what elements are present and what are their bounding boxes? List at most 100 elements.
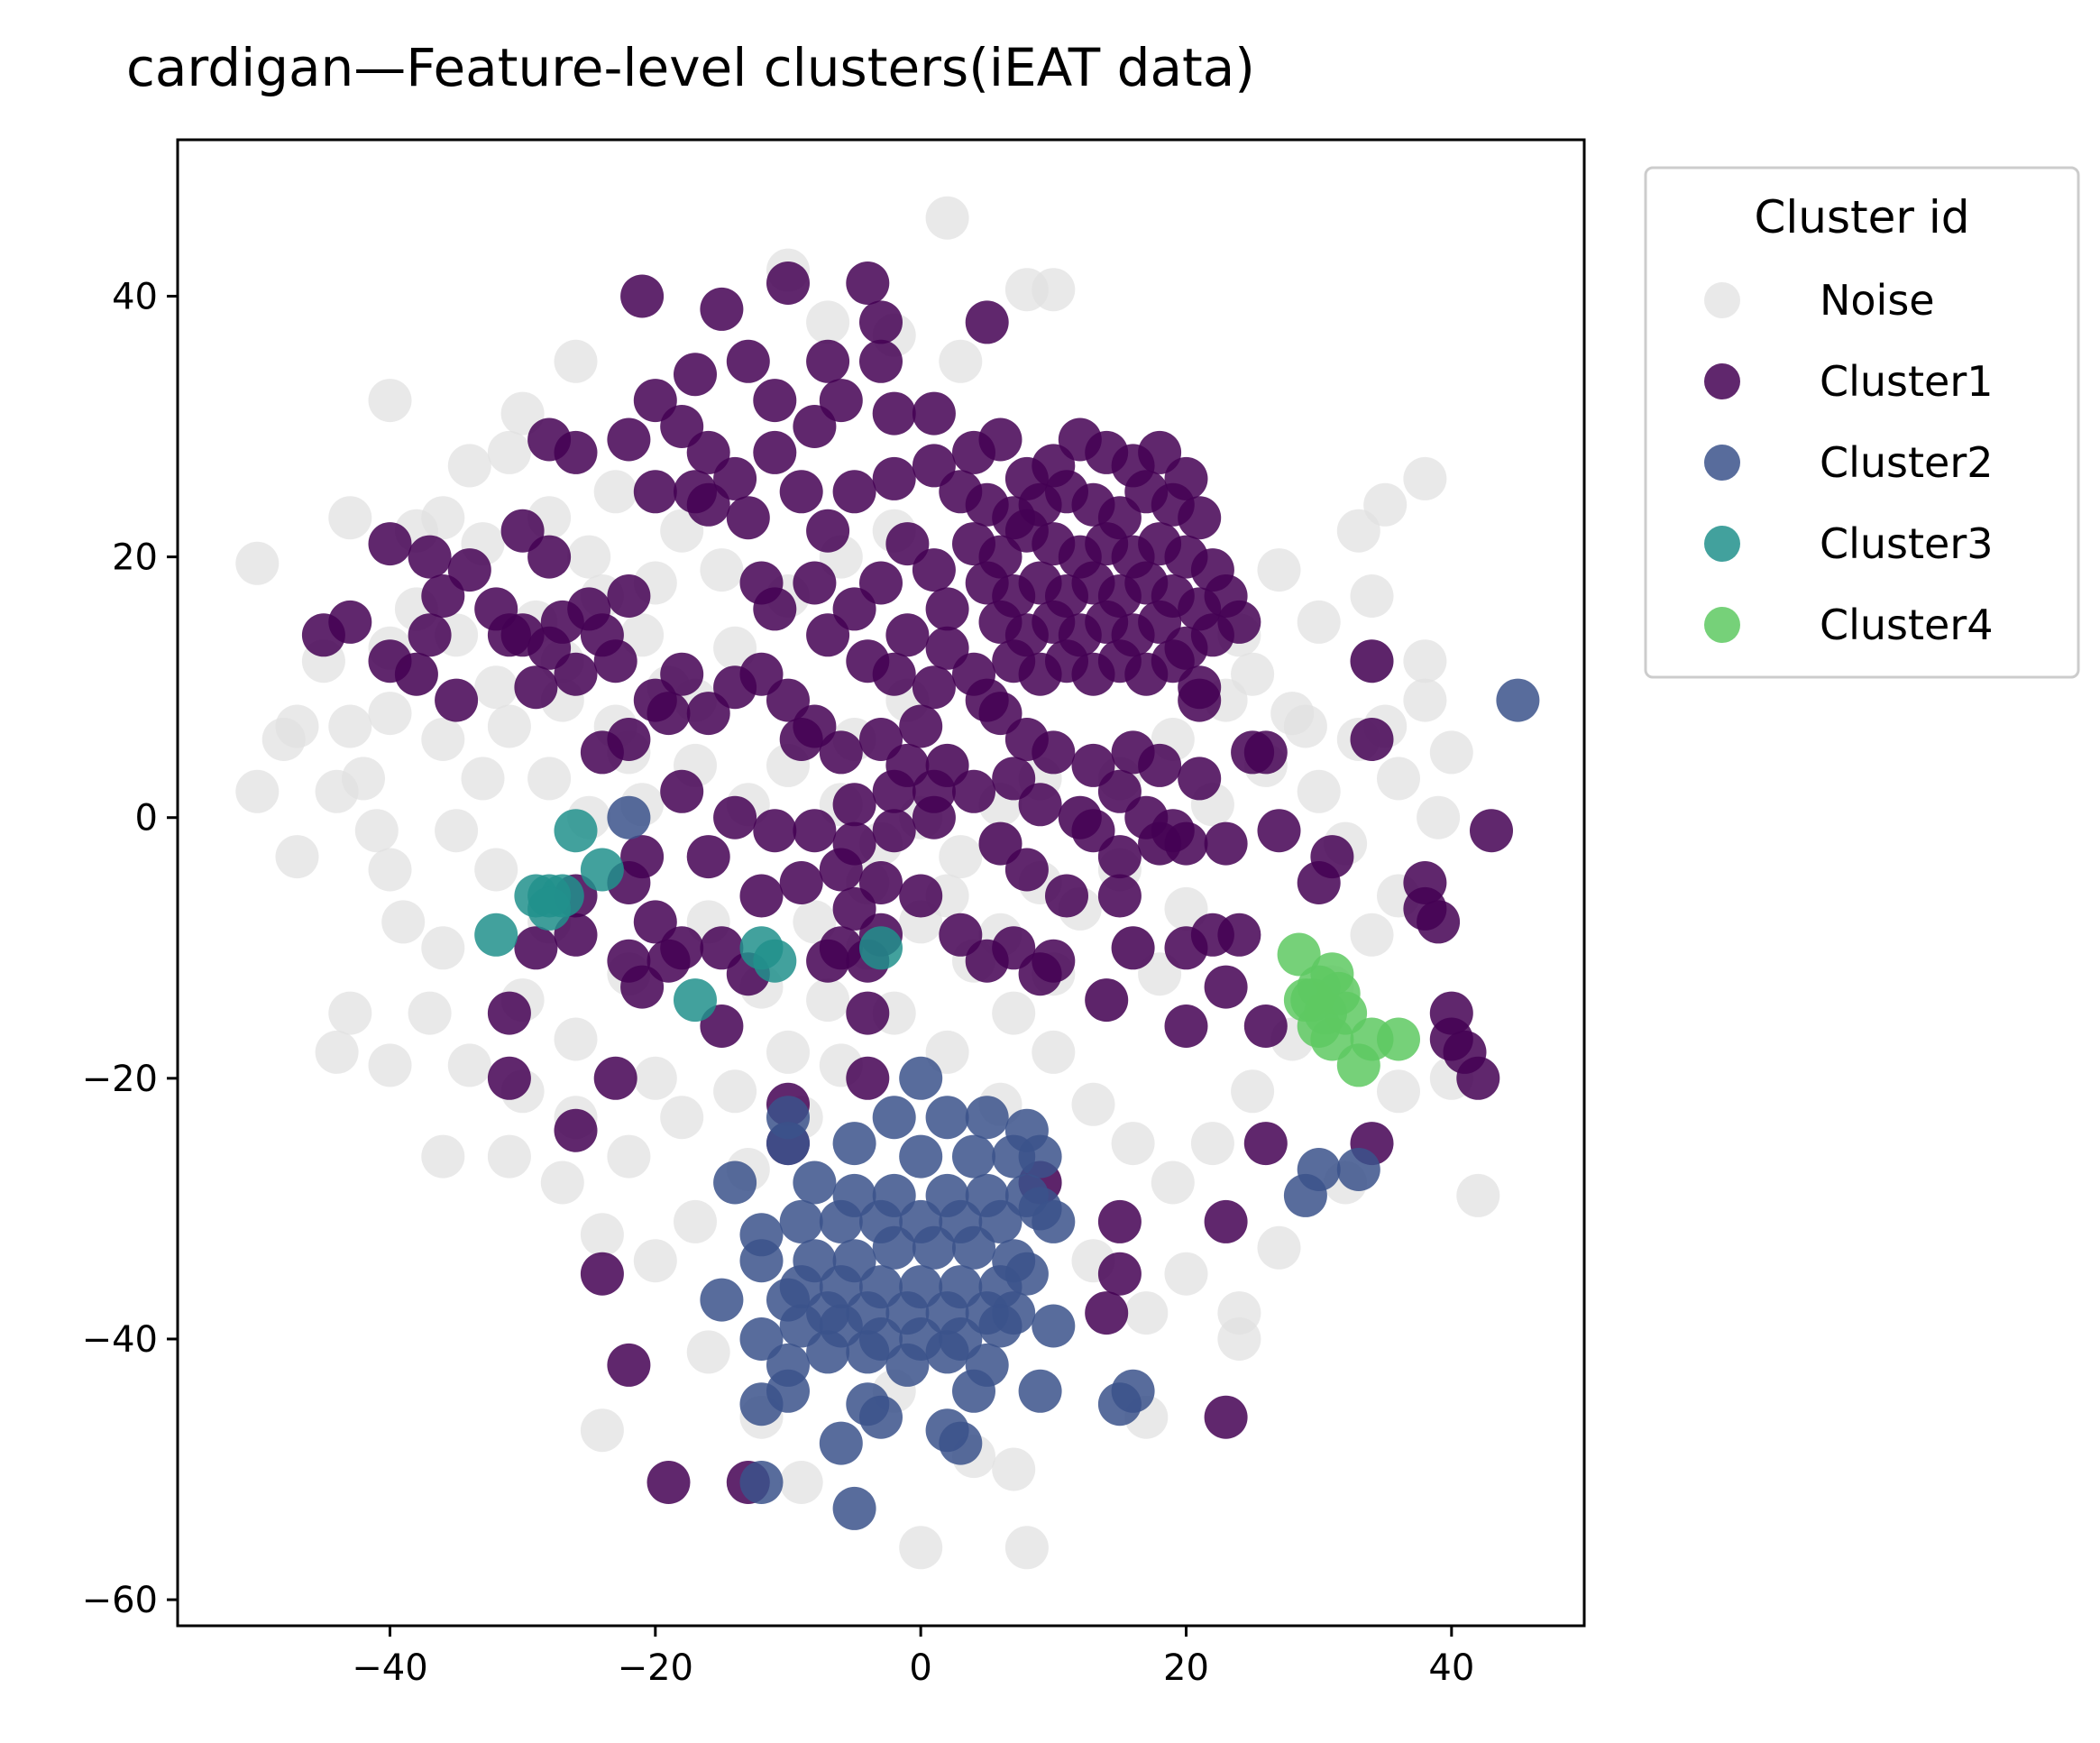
cluster1-point <box>859 861 903 904</box>
cluster1-point <box>846 991 890 1035</box>
noise-point <box>633 1239 677 1283</box>
cluster1-point <box>753 809 797 853</box>
cluster1-point <box>1217 600 1261 644</box>
legend-marker-cluster3 <box>1704 526 1740 562</box>
cluster1-point <box>607 718 651 761</box>
noise-point <box>328 496 372 540</box>
cluster1-point <box>819 848 863 892</box>
cluster2-point <box>1032 1199 1076 1243</box>
noise-point <box>500 391 545 436</box>
cluster2-point <box>885 1343 930 1387</box>
x-tick-label: 0 <box>909 1647 931 1689</box>
noise-point <box>1350 913 1394 957</box>
noise-point <box>315 1030 359 1074</box>
cluster1-point <box>859 300 903 344</box>
cluster1-point <box>793 809 837 853</box>
cluster1-point <box>700 1005 744 1048</box>
cluster2-point <box>832 1122 876 1166</box>
cluster1-point <box>633 900 677 944</box>
cluster2-point <box>872 1225 916 1270</box>
cluster1-point <box>885 522 930 566</box>
noise-point <box>1111 1122 1155 1166</box>
noise-point <box>1164 1252 1208 1296</box>
cluster3-point <box>474 913 518 957</box>
cluster1-point <box>1429 991 1473 1035</box>
cluster1-point <box>633 470 677 514</box>
cluster1-point <box>872 456 916 500</box>
noise-point <box>992 1447 1036 1491</box>
noise-point <box>633 1056 677 1100</box>
noise-point <box>1257 1225 1301 1270</box>
series-cluster1 <box>301 261 1513 1504</box>
cluster1-point <box>593 639 637 683</box>
cluster2-point <box>1097 1382 1142 1427</box>
noise-point <box>779 1461 823 1504</box>
x-tick-label: 40 <box>1428 1647 1474 1689</box>
cluster2-point <box>899 1056 943 1100</box>
cluster1-point <box>500 509 545 553</box>
noise-point <box>674 1199 717 1243</box>
cluster2-point <box>912 1225 956 1270</box>
cluster1-point <box>514 926 558 970</box>
cluster1-point <box>766 678 810 722</box>
noise-point <box>1377 757 1420 801</box>
cluster1-point <box>660 405 704 448</box>
cluster1-point <box>1097 874 1142 918</box>
cluster1-point <box>832 587 876 631</box>
noise-point <box>793 900 837 944</box>
cluster4-point <box>1377 1017 1420 1061</box>
legend-frame <box>1644 166 2080 679</box>
cluster3-point <box>859 926 903 970</box>
cluster1-point <box>554 1108 598 1152</box>
cluster1-point <box>713 456 757 500</box>
cluster1-point <box>1085 1291 1129 1335</box>
noise-point <box>620 613 665 657</box>
cluster1-point <box>793 405 837 448</box>
cluster1-point <box>978 417 1022 462</box>
noise-point <box>806 300 850 344</box>
cluster1-point <box>1204 1395 1248 1439</box>
cluster1-point <box>660 769 704 813</box>
cluster4-point <box>1277 932 1321 977</box>
noise-point <box>328 991 372 1035</box>
cluster2-point <box>739 1239 784 1283</box>
cluster1-point <box>806 339 850 383</box>
noise-point <box>540 1160 584 1205</box>
cluster1-point <box>487 1056 531 1100</box>
cluster1-point <box>1257 809 1301 853</box>
cluster1-point <box>607 417 651 462</box>
cluster2-point <box>872 1096 916 1140</box>
cluster1-point <box>885 743 930 787</box>
noise-point <box>1336 509 1380 553</box>
noise-point <box>939 835 983 879</box>
cluster1-point <box>686 430 730 474</box>
cluster3-point <box>527 886 572 931</box>
cluster1-point <box>965 300 1009 344</box>
noise-point <box>1190 1122 1234 1166</box>
chart-title: cardigan—Feature-level clusters(iEAT dat… <box>126 37 1255 98</box>
cluster1-point <box>1071 743 1115 787</box>
cluster2-point <box>899 1134 943 1179</box>
cluster1-point <box>925 626 969 670</box>
cluster1-point <box>753 430 797 474</box>
cluster1-point <box>819 730 863 775</box>
cluster1-point <box>713 795 757 839</box>
noise-point <box>261 718 306 761</box>
noise-point <box>660 1096 704 1140</box>
cluster1-point <box>660 652 704 696</box>
noise-point <box>766 1030 810 1074</box>
cluster1-point <box>686 835 730 879</box>
x-axis: −40 −20 0 20 40 <box>352 1626 1474 1689</box>
cluster1-point <box>1297 861 1341 904</box>
cluster3-point <box>674 978 717 1023</box>
noise-point <box>1270 692 1315 736</box>
cluster1-point <box>1018 783 1062 827</box>
plot-frame <box>176 138 1586 1628</box>
cluster1-point <box>859 339 903 383</box>
noise-point <box>660 509 704 553</box>
noise-point <box>474 665 518 710</box>
points-layer <box>235 196 1540 1570</box>
cluster1-point <box>487 991 531 1035</box>
cluster1-point <box>899 704 943 748</box>
noise-point <box>328 704 372 748</box>
